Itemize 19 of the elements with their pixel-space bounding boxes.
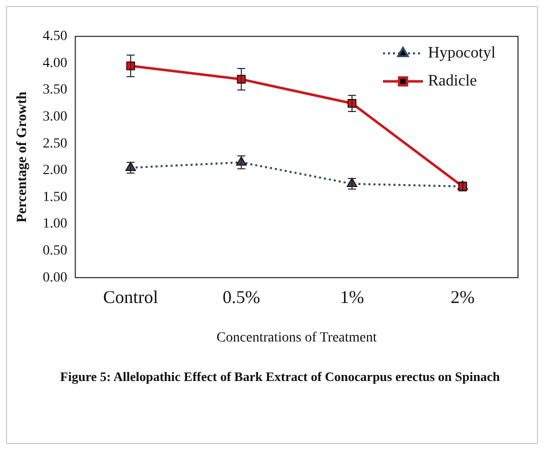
y-tick-label: 1.00	[42, 216, 68, 232]
y-tick-label: 0.50	[42, 243, 68, 258]
y-tick-label: 3.50	[42, 82, 68, 98]
x-tick-label: 1%	[340, 287, 364, 308]
x-tick-label: Control	[103, 287, 158, 308]
x-axis-title: Concentrations of Treatment	[216, 330, 377, 346]
x-tick-label: 2%	[450, 287, 475, 308]
legend-label: Radicle	[428, 72, 477, 90]
y-tick-label: 2.50	[42, 136, 68, 152]
y-tick-label: 1.50	[42, 190, 68, 205]
y-axis-title: Percentage of Growth	[15, 91, 30, 222]
x-tick-label: 0.5%	[222, 287, 260, 308]
y-tick-label: 4.50	[42, 29, 68, 44]
y-tick-label: 2.00	[42, 163, 68, 178]
y-tick-label: 3.00	[42, 109, 68, 124]
text: Figure 5: Allelopathic Effect of Bark Extract of Conocarpus erectus on Spinach	[59, 368, 501, 385]
y-tick-label: 4.00	[42, 56, 68, 71]
y-tick-label: 0.00	[42, 270, 68, 286]
legend-label: Hypocotyl	[428, 44, 496, 62]
